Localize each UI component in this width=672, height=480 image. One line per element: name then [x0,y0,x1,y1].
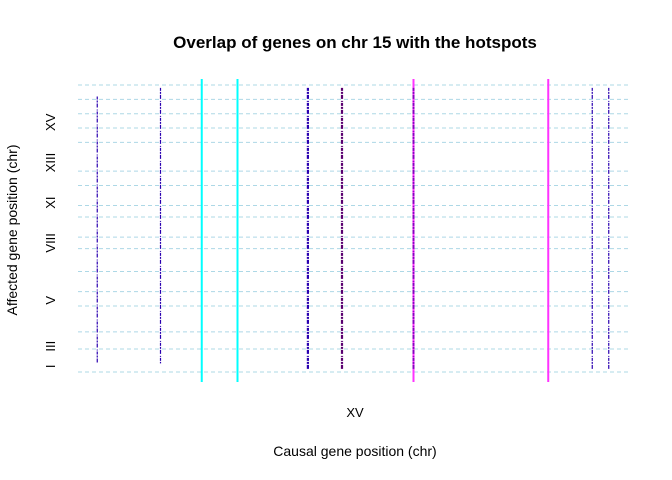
y-tick-label-4: XI [43,197,58,209]
y-tick-label-2: V [43,296,58,305]
x-tick-label-0: XV [346,405,364,420]
x-axis-label: Causal gene position (chr) [273,443,436,459]
y-tick-label-6: XV [43,113,58,131]
y-tick-label-1: III [43,341,58,352]
chart-title: Overlap of genes on chr 15 with the hots… [173,33,537,52]
y-tick-label-0: I [43,364,58,368]
grid-lines [78,84,628,373]
y-tick-label-3: VIII [43,233,58,253]
y-tick-label-5: XIII [43,153,58,173]
gene-columns [96,87,610,370]
hotspot-lines [200,79,550,382]
y-axis-label: Affected gene position (chr) [4,145,20,316]
x-tick-labels: XV [346,405,364,420]
